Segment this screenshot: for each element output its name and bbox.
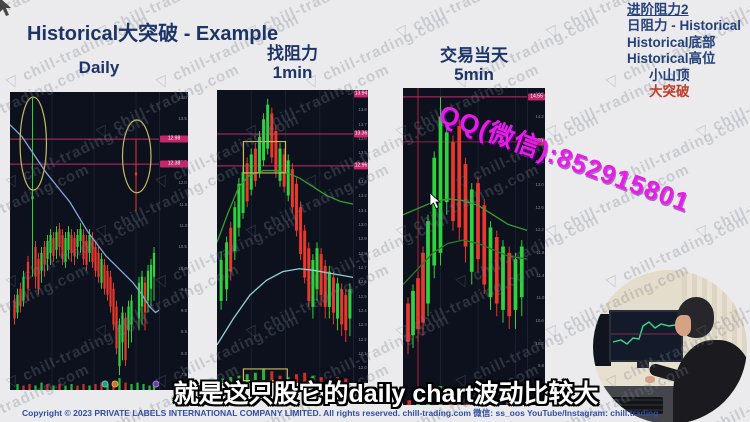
price-tick: 12.3 (358, 322, 367, 328)
price-level-tag: 13.80 (528, 138, 545, 146)
candlestick-plot-1min (217, 90, 354, 383)
price-tick: 13.7 (358, 121, 367, 128)
price-tick: 8.5 (181, 329, 187, 336)
price-tick: 13.5 (178, 116, 187, 122)
price-tick: 11.5 (179, 201, 187, 208)
menu-item-daily-resistance[interactable]: 日阻力 - Historical (627, 18, 742, 34)
price-tick: 9.0 (181, 308, 187, 314)
webcam-monitor-stand (637, 360, 649, 368)
price-tick: 10.5 (178, 244, 187, 250)
price-tick: 8.0 (181, 351, 187, 357)
price-tick: 11.8 (536, 250, 544, 256)
price-tick: 9.4 (538, 386, 544, 392)
price-level-tag: 12.38 (160, 160, 188, 168)
chart-tool-icon[interactable] (152, 380, 159, 388)
lesson-menu: 进阶阻力2 日阻力 - Historical Historical底部 Hist… (627, 2, 741, 100)
chart-tool-icon[interactable] (101, 380, 108, 388)
webcam-monitor (609, 310, 683, 362)
price-tick: 12.2 (535, 227, 544, 233)
price-tick: 12.2 (358, 337, 367, 343)
menu-item-advanced-resistance[interactable]: 进阶阻力2 (627, 2, 689, 17)
price-tick: 12.8 (358, 251, 367, 257)
price-tick: 13.1 (358, 208, 367, 214)
webcam-person-hand (645, 376, 655, 383)
price-tick: 14.0 (178, 95, 187, 101)
price-tick: 9.8 (538, 363, 544, 370)
price-tick: 10.2 (535, 341, 544, 347)
chart-label-daily: Daily (78, 58, 120, 77)
chart-premarket-1min[interactable]: 13.913.813.713.613.513.413.313.213.113.0… (217, 90, 368, 383)
price-tick: 11.4 (536, 273, 544, 279)
price-level-tag: 12.96 (354, 162, 368, 170)
webcam-monitor-chart (611, 321, 677, 345)
price-tick: 12.1 (358, 351, 367, 357)
menu-item-historical-bottom[interactable]: Historical底部 (627, 34, 716, 50)
price-tick: 9.5 (181, 287, 187, 293)
price-tick: 12.4 (358, 308, 367, 314)
webcam-side-monitor (593, 314, 611, 366)
price-tick: 7.5 (181, 372, 187, 378)
price-tick: 12.5 (358, 294, 367, 300)
price-level-tag: 14.55 (528, 93, 545, 101)
price-tick: 10.6 (535, 318, 544, 324)
price-level-tag: 13.36 (354, 130, 368, 138)
menu-item-historical-top[interactable]: Historical高位 (627, 51, 716, 67)
price-tick: 13.8 (358, 107, 367, 113)
price-tick: 13.0 (358, 222, 367, 228)
menu-item-small-hill[interactable]: 小山顶 (649, 67, 690, 83)
webcam-person-face (675, 315, 691, 336)
chart-label-1min: 找阻力 1min (267, 44, 318, 82)
webcam-overlay (593, 270, 747, 422)
price-tick: 11.0 (179, 223, 187, 229)
candlestick-plot-daily (10, 92, 160, 390)
price-tick: 12.6 (358, 279, 367, 285)
price-tick: 14.2 (535, 114, 544, 120)
chart-daily[interactable]: 14.013.513.012.512.011.511.010.510.09.59… (10, 92, 188, 390)
price-tick: 10.0 (178, 265, 187, 272)
price-tick: 13.3 (358, 179, 367, 185)
copyright-text: Copyright © 2023 PRIVATE LABELS INTERNAT… (22, 408, 659, 418)
chart-label-5min: 交易当天 5min (440, 46, 508, 84)
price-tick: 13.6 (358, 136, 367, 142)
webcam-keyboard (601, 397, 663, 414)
price-axis-1min: 13.913.813.713.613.513.413.313.213.113.0… (353, 90, 368, 383)
price-tick: 12.0 (178, 180, 187, 186)
price-tick: 12.9 (358, 236, 367, 242)
mouse-cursor-icon (0, 0, 11, 16)
candlestick-plot-5min (403, 88, 528, 405)
price-tick: 13.5 (358, 150, 367, 156)
price-level-tag: 12.98 (160, 135, 188, 143)
chart-tool-icon[interactable] (111, 380, 119, 388)
price-tick: 13.2 (358, 193, 367, 199)
watermark-text: ▽ chill-trading.com (393, 0, 543, 43)
price-tick: 13.4 (535, 159, 544, 165)
price-tick: 12.0 (358, 365, 367, 371)
price-tick: 11.0 (536, 295, 544, 301)
page-title: Historical大突破 - Example (27, 23, 279, 46)
price-axis-5min: 14.614.213.813.413.012.612.211.811.411.0… (527, 88, 545, 405)
price-axis-daily: 14.013.513.012.512.011.511.010.510.09.59… (159, 92, 188, 390)
price-tick: 13.0 (535, 182, 544, 188)
price-level-tag: 13.94 (354, 90, 368, 98)
subtitle-caption: 就是这只股它的daily chart波动比较大 (173, 380, 599, 408)
price-tick: 12.7 (358, 265, 367, 271)
price-tick: 12.6 (535, 205, 544, 211)
watermark-text: ▽ chill-trading.com (693, 160, 750, 243)
chart-trade-day-5min[interactable]: 14.614.213.813.413.012.612.211.811.411.0… (403, 88, 545, 405)
menu-item-big-breakout[interactable]: 大突破 (649, 84, 690, 100)
